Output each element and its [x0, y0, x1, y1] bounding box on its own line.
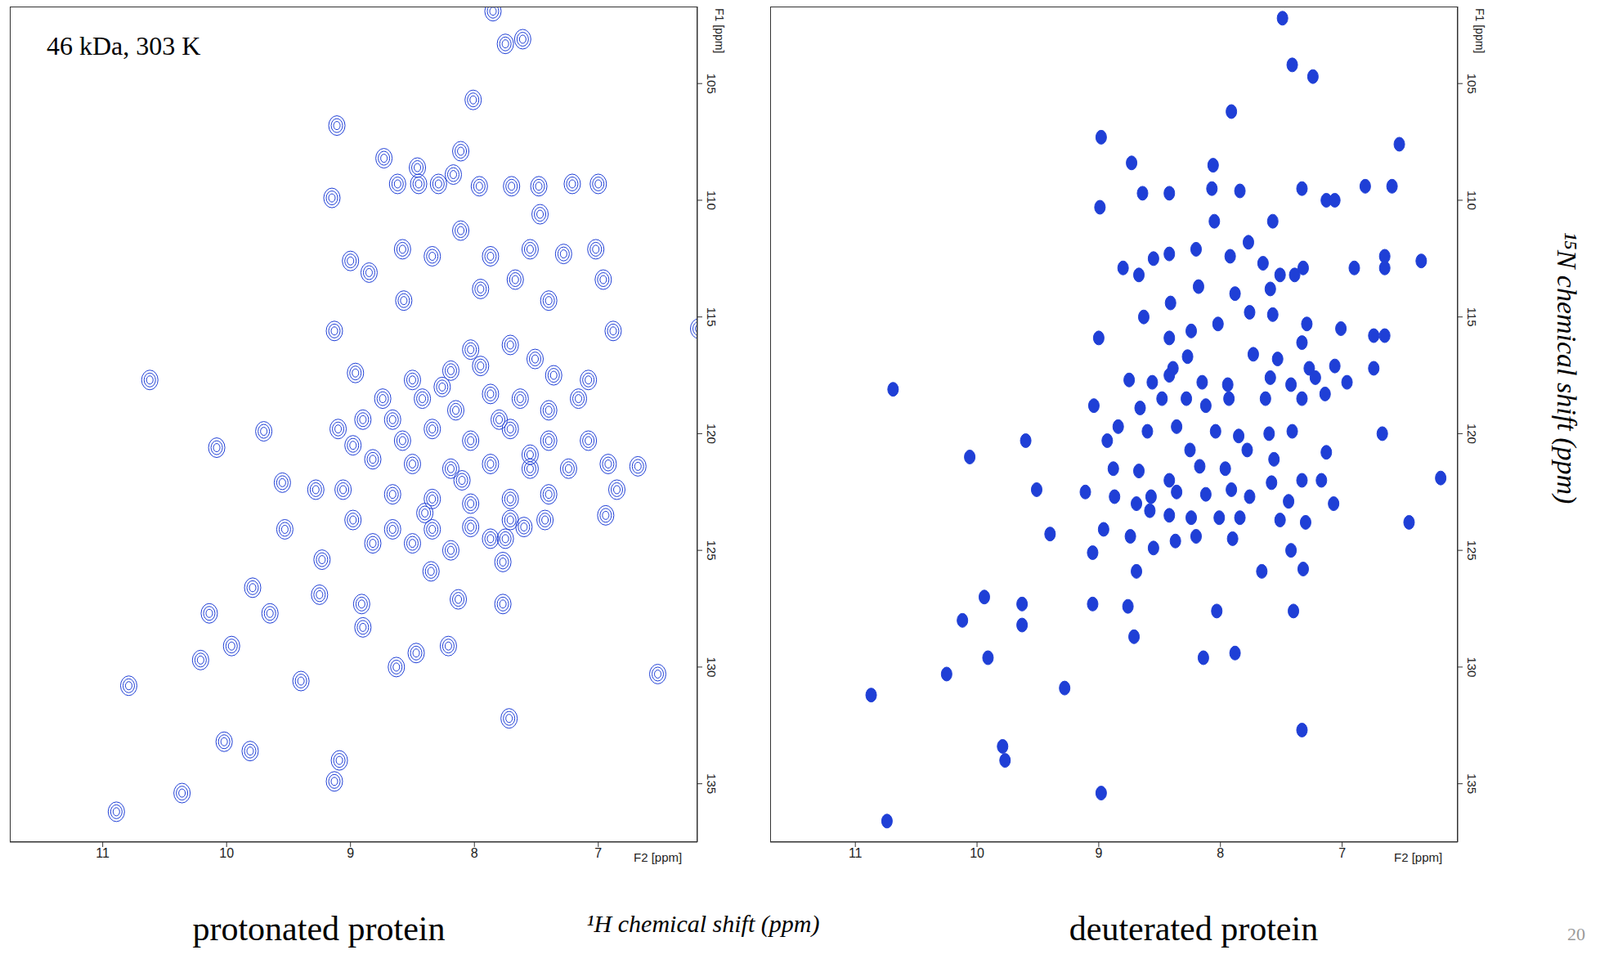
svg-text:130: 130 [704, 656, 719, 677]
svg-text:protonated protein: protonated protein [192, 909, 445, 948]
html-text:F2 [ppm]: F2 [ppm] [1393, 850, 1443, 865]
svg-text:8: 8 [1216, 846, 1224, 861]
svg-text:¹⁵N chemical shift (ppm): ¹⁵N chemical shift (ppm) [1550, 232, 1583, 505]
svg-text:11: 11 [95, 846, 110, 861]
svg-text:105: 105 [704, 73, 719, 95]
svg-text:9: 9 [346, 846, 355, 861]
svg-text:10: 10 [219, 846, 234, 861]
svg-text:120: 120 [1465, 423, 1479, 444]
svg-text:120: 120 [704, 423, 719, 444]
svg-text:115: 115 [1465, 307, 1479, 328]
svg-text:7: 7 [594, 846, 602, 861]
svg-text:deuterated protein: deuterated protein [1069, 909, 1318, 948]
svg-text:135: 135 [704, 773, 719, 794]
svg-text:F1 [ppm]: F1 [ppm] [712, 8, 727, 54]
svg-text:115: 115 [704, 307, 719, 328]
svg-text:F1 [ppm]: F1 [ppm] [1473, 8, 1487, 54]
svg-text:125: 125 [1465, 540, 1479, 561]
svg-text:125: 125 [704, 540, 719, 561]
svg-text:130: 130 [1465, 656, 1479, 677]
svg-text:135: 135 [1465, 773, 1479, 794]
html-text:F2 [ppm]: F2 [ppm] [633, 850, 683, 865]
svg-text:10: 10 [969, 846, 985, 861]
svg-text:11: 11 [848, 846, 863, 861]
svg-text:105: 105 [1465, 73, 1479, 95]
svg-text:9: 9 [1094, 846, 1103, 861]
svg-text:110: 110 [1465, 190, 1479, 211]
html-text:46 kDa, 303 K: 46 kDa, 303 K [46, 31, 201, 61]
svg-text:8: 8 [470, 846, 479, 861]
svg-text:7: 7 [1338, 846, 1346, 861]
svg-text:¹H chemical shift (ppm): ¹H chemical shift (ppm) [587, 909, 821, 938]
svg-text:20: 20 [1567, 923, 1586, 945]
svg-text:110: 110 [704, 190, 719, 211]
